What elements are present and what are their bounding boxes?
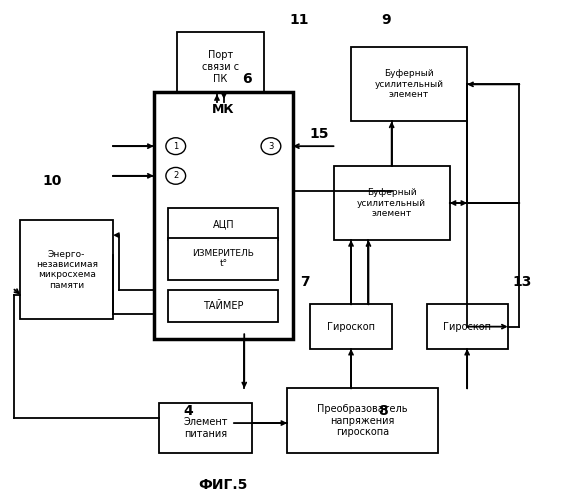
- Text: Преобразователь
напряжения
гироскопа: Преобразователь напряжения гироскопа: [318, 404, 408, 437]
- Text: Энерго-
независимая
микросхема
памяти: Энерго- независимая микросхема памяти: [36, 250, 98, 290]
- Text: ТАЙМЕР: ТАЙМЕР: [203, 300, 244, 310]
- FancyBboxPatch shape: [333, 166, 449, 240]
- Text: 2: 2: [173, 172, 178, 180]
- Text: МК: МК: [212, 102, 234, 116]
- Text: 1: 1: [173, 142, 178, 150]
- Text: 4: 4: [183, 404, 193, 417]
- FancyBboxPatch shape: [20, 220, 113, 319]
- Text: 6: 6: [242, 72, 251, 86]
- Text: 9: 9: [381, 13, 391, 27]
- FancyBboxPatch shape: [177, 32, 264, 102]
- Text: 10: 10: [42, 174, 62, 188]
- FancyBboxPatch shape: [159, 404, 253, 452]
- Text: Элемент
питания: Элемент питания: [183, 417, 228, 439]
- FancyBboxPatch shape: [287, 388, 438, 452]
- Text: 7: 7: [300, 275, 309, 289]
- FancyBboxPatch shape: [168, 290, 278, 322]
- Text: 8: 8: [378, 404, 388, 417]
- Text: 15: 15: [309, 127, 329, 141]
- FancyBboxPatch shape: [168, 238, 278, 280]
- Text: Порт
связи с
ПК: Порт связи с ПК: [202, 50, 239, 84]
- Text: Гироскоп: Гироскоп: [327, 322, 375, 332]
- Text: 13: 13: [513, 275, 532, 289]
- Text: ФИГ.5: ФИГ.5: [199, 478, 248, 492]
- Text: Буферный
усилительный
элемент: Буферный усилительный элемент: [374, 70, 444, 100]
- FancyBboxPatch shape: [154, 92, 293, 339]
- Text: 3: 3: [268, 142, 274, 150]
- FancyBboxPatch shape: [427, 304, 507, 349]
- Text: ИЗМЕРИТЕЛЬ
t°: ИЗМЕРИТЕЛЬ t°: [192, 249, 254, 268]
- FancyBboxPatch shape: [351, 48, 467, 122]
- FancyBboxPatch shape: [168, 208, 278, 240]
- Text: Гироскоп: Гироскоп: [443, 322, 491, 332]
- FancyBboxPatch shape: [311, 304, 391, 349]
- Text: АЦП: АЦП: [213, 219, 234, 229]
- Text: Буферный
усилительный
элемент: Буферный усилительный элемент: [357, 188, 426, 218]
- Text: 11: 11: [289, 13, 309, 27]
